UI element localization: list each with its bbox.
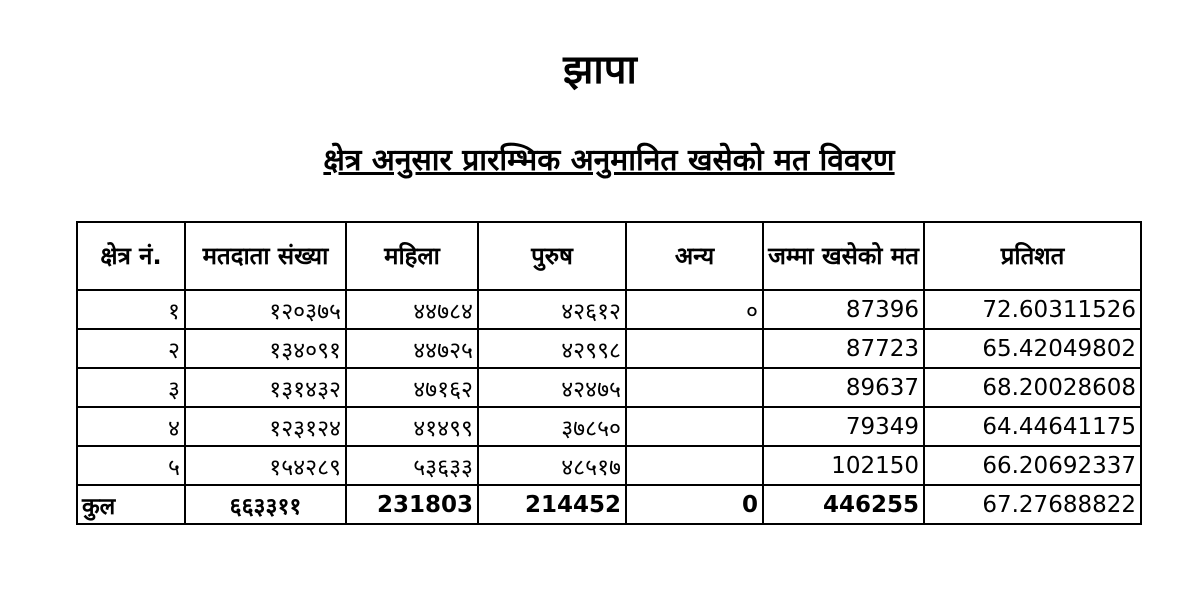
cell-male: ४२६१२: [477, 289, 627, 330]
cell-total-votes: 102150: [762, 445, 925, 486]
cell-total-votes: 79349: [762, 406, 925, 447]
cell-other: ०: [625, 289, 764, 330]
table-row: ५ १५४२८९ ५३६३३ ४८५१७ 102150 66.20692337: [76, 445, 1142, 486]
total-voters: ६६३३११: [184, 484, 347, 525]
cell-total-votes: 87723: [762, 328, 925, 369]
header-percentage: प्रतिशत: [923, 221, 1142, 291]
page-subtitle: क्षेत्र अनुसार प्रारम्भिक अनुमानित खसेको…: [323, 143, 895, 178]
header-female: महिला: [345, 221, 479, 291]
cell-other: [625, 406, 764, 447]
cell-percentage: 65.42049802: [923, 328, 1142, 369]
cell-male: ४८५१७: [477, 445, 627, 486]
table-row: ४ १२३१२४ ४१४९९ ३७८५० 79349 64.44641175: [76, 406, 1142, 447]
cell-constituency: ५: [76, 445, 186, 486]
cell-constituency: २: [76, 328, 186, 369]
cell-other: [625, 328, 764, 369]
header-constituency: क्षेत्र नं.: [76, 221, 186, 291]
total-percentage: 67.27688822: [923, 484, 1142, 525]
cell-male: ४२४७५: [477, 367, 627, 408]
cell-constituency: ४: [76, 406, 186, 447]
cell-female: ४४७२५: [345, 328, 479, 369]
cell-constituency: ३: [76, 367, 186, 408]
cell-percentage: 64.44641175: [923, 406, 1142, 447]
cell-total-votes: 89637: [762, 367, 925, 408]
vote-table: क्षेत्र नं. मतदाता संख्या महिला पुरुष अन्य जम…: [76, 221, 1142, 525]
cell-total-votes: 87396: [762, 289, 925, 330]
cell-voters: १५४२८९: [184, 445, 347, 486]
cell-voters: १३१४३२: [184, 367, 347, 408]
header-other: अन्य: [625, 221, 764, 291]
cell-percentage: 72.60311526: [923, 289, 1142, 330]
cell-percentage: 66.20692337: [923, 445, 1142, 486]
cell-percentage: 68.20028608: [923, 367, 1142, 408]
cell-other: [625, 367, 764, 408]
cell-voters: १२०३७५: [184, 289, 347, 330]
cell-female: ५३६३३: [345, 445, 479, 486]
cell-female: ४४७८४: [345, 289, 479, 330]
table-row: १ १२०३७५ ४४७८४ ४२६१२ ० 87396 72.60311526: [76, 289, 1142, 330]
total-row: कुल ६६३३११ 231803 214452 0 446255 67.27688822: [76, 484, 1142, 525]
total-total-votes: 446255: [762, 484, 925, 525]
total-constituency: कुल: [76, 484, 186, 525]
total-other: 0: [625, 484, 764, 525]
cell-constituency: १: [76, 289, 186, 330]
cell-voters: १२३१२४: [184, 406, 347, 447]
page-title: झापा: [563, 47, 637, 93]
header-row: क्षेत्र नं. मतदाता संख्या महिला पुरुष अन्य जम…: [76, 221, 1142, 291]
cell-other: [625, 445, 764, 486]
cell-male: ३७८५०: [477, 406, 627, 447]
header-total-votes: जम्मा खसेको मत: [762, 221, 925, 291]
total-male: 214452: [477, 484, 627, 525]
cell-voters: १३४०९१: [184, 328, 347, 369]
cell-female: ४७१६२: [345, 367, 479, 408]
table-row: ३ १३१४३२ ४७१६२ ४२४७५ 89637 68.20028608: [76, 367, 1142, 408]
total-female: 231803: [345, 484, 479, 525]
header-male: पुरुष: [477, 221, 627, 291]
header-voters: मतदाता संख्या: [184, 221, 347, 291]
cell-female: ४१४९९: [345, 406, 479, 447]
cell-male: ४२९९८: [477, 328, 627, 369]
table-row: २ १३४०९१ ४४७२५ ४२९९८ 87723 65.42049802: [76, 328, 1142, 369]
